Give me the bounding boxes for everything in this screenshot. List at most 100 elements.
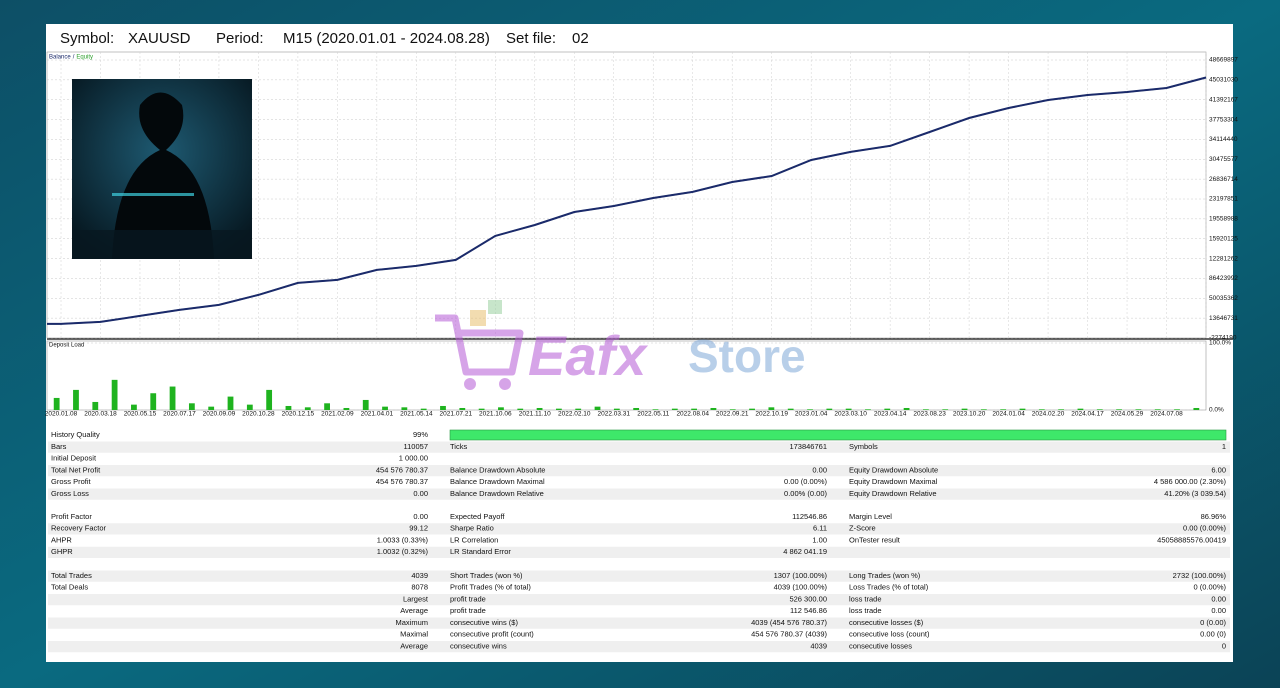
y-tick-label: 100.0%	[1209, 340, 1231, 347]
y-tick-label: 41392167	[1209, 96, 1238, 103]
table-cell: loss trade	[849, 594, 882, 603]
table-cell: 1 000.00	[399, 454, 428, 463]
table-cell: Average	[400, 606, 428, 615]
bar	[246, 404, 253, 410]
table-cell: consecutive loss (count)	[849, 630, 930, 639]
x-tick-label: 2024.07.08	[1150, 411, 1183, 418]
x-tick-label: 2021.04.01	[361, 411, 394, 418]
bar	[1019, 408, 1026, 410]
bar	[826, 408, 833, 410]
y-tick-label: 19558988	[1209, 216, 1238, 223]
table-cell: 112546.86	[792, 512, 827, 521]
table-cell: 526 300.00	[789, 594, 827, 603]
y-tick-label: 15920125	[1209, 235, 1238, 242]
bar	[111, 379, 118, 410]
bar	[768, 407, 775, 410]
table-cell: Ticks	[450, 442, 467, 451]
table-cell: Bars	[51, 442, 67, 451]
history-quality-label: History Quality	[51, 430, 100, 439]
table-cell: 4039	[411, 571, 428, 580]
bar	[188, 403, 195, 410]
bar	[729, 409, 736, 410]
table-cell: Largest	[403, 594, 429, 603]
y-tick-label: 48669897	[1209, 57, 1238, 64]
table-cell: Short Trades (won %)	[450, 571, 523, 580]
row-stripe	[48, 641, 1230, 653]
table-cell: Sharpe Ratio	[450, 524, 494, 533]
bar	[980, 409, 987, 410]
table-cell: GHPR	[51, 547, 73, 556]
table-cell: Maximal	[400, 630, 428, 639]
row-stripe	[48, 594, 1230, 606]
bar	[401, 407, 408, 410]
table-cell: profit trade	[450, 606, 486, 615]
table-cell: 4039	[810, 641, 827, 650]
bar	[478, 408, 485, 410]
bar	[942, 409, 949, 410]
bar	[961, 408, 968, 410]
y-tick-label: 13646731	[1209, 315, 1238, 322]
x-tick-label: 2020.07.17	[163, 411, 196, 418]
balance-frame	[46, 51, 1207, 339]
bar	[420, 408, 427, 410]
table-cell: 0 (0.00%)	[1193, 583, 1226, 592]
y-tick-label: -2274190	[1209, 335, 1237, 342]
table-cell: Long Trades (won %)	[849, 571, 921, 580]
x-tick-label: 2022.10.19	[755, 411, 788, 418]
x-tick-label: 2021.11.10	[519, 411, 551, 418]
x-tick-label: 2024.02.20	[1032, 411, 1065, 418]
bar	[1096, 409, 1103, 410]
table-cell: LR Standard Error	[450, 547, 511, 556]
bar	[498, 407, 504, 410]
watermark-brand: Eafx	[528, 324, 649, 387]
row-stripe	[48, 617, 1230, 629]
table-cell: 0.00% (0.00)	[784, 489, 827, 498]
table-cell: 1307 (100.00%)	[774, 571, 828, 580]
table-cell: 6.11	[813, 524, 827, 533]
table-cell: OnTester result	[849, 535, 901, 544]
bar	[131, 404, 137, 410]
x-tick-label: 2021.10.06	[479, 411, 512, 418]
table-cell: Margin Level	[849, 512, 892, 521]
y-tick-label: 34114440	[1209, 136, 1238, 143]
table-cell: 0	[1222, 641, 1226, 650]
table-cell: Equity Drawdown Maximal	[849, 477, 938, 486]
bar	[459, 407, 466, 410]
x-tick-label: 2023.08.23	[913, 411, 946, 418]
bar	[749, 408, 755, 410]
row-stripe	[48, 441, 1230, 453]
y-tick-label: 23197851	[1209, 196, 1238, 203]
deposit-frame	[46, 340, 1207, 411]
row-stripe	[48, 546, 1230, 558]
table-cell: 0 (0.00)	[1200, 618, 1226, 627]
table-cell: Z-Score	[849, 524, 876, 533]
y-tick-label: 26836714	[1209, 176, 1238, 183]
row-stripe	[48, 488, 1230, 500]
bar	[343, 407, 350, 410]
bar	[923, 409, 929, 410]
bar	[1193, 407, 1200, 410]
table-cell: Gross Profit	[51, 477, 92, 486]
table-cell: Total Deals	[51, 583, 88, 592]
table-cell: LR Correlation	[450, 535, 498, 544]
table-cell: 45058885576.00419	[1157, 535, 1226, 544]
x-tick-label: 2023.04.14	[874, 411, 907, 418]
table-cell: Equity Drawdown Absolute	[849, 465, 938, 474]
x-tick-label: 2021.02.09	[321, 411, 354, 418]
table-cell: Maximum	[395, 618, 428, 627]
bar	[575, 408, 582, 410]
x-tick-label: 2022.09.21	[716, 411, 749, 418]
legend-entry: Balance	[49, 55, 71, 61]
bar	[671, 408, 678, 410]
x-tick-label: 2020.03.18	[84, 411, 117, 418]
bar	[92, 401, 99, 410]
y-tick-label: 86423992	[1209, 275, 1238, 282]
bar	[1116, 409, 1122, 410]
table-cell: 1.0032 (0.32%)	[377, 547, 429, 556]
table-cell: Average	[400, 641, 428, 650]
y-tick-label: 12281262	[1209, 255, 1238, 262]
table-cell: Profit Trades (% of total)	[450, 583, 531, 592]
y-tick-label: 50035362	[1209, 295, 1238, 302]
legend-separator: /	[73, 55, 75, 61]
